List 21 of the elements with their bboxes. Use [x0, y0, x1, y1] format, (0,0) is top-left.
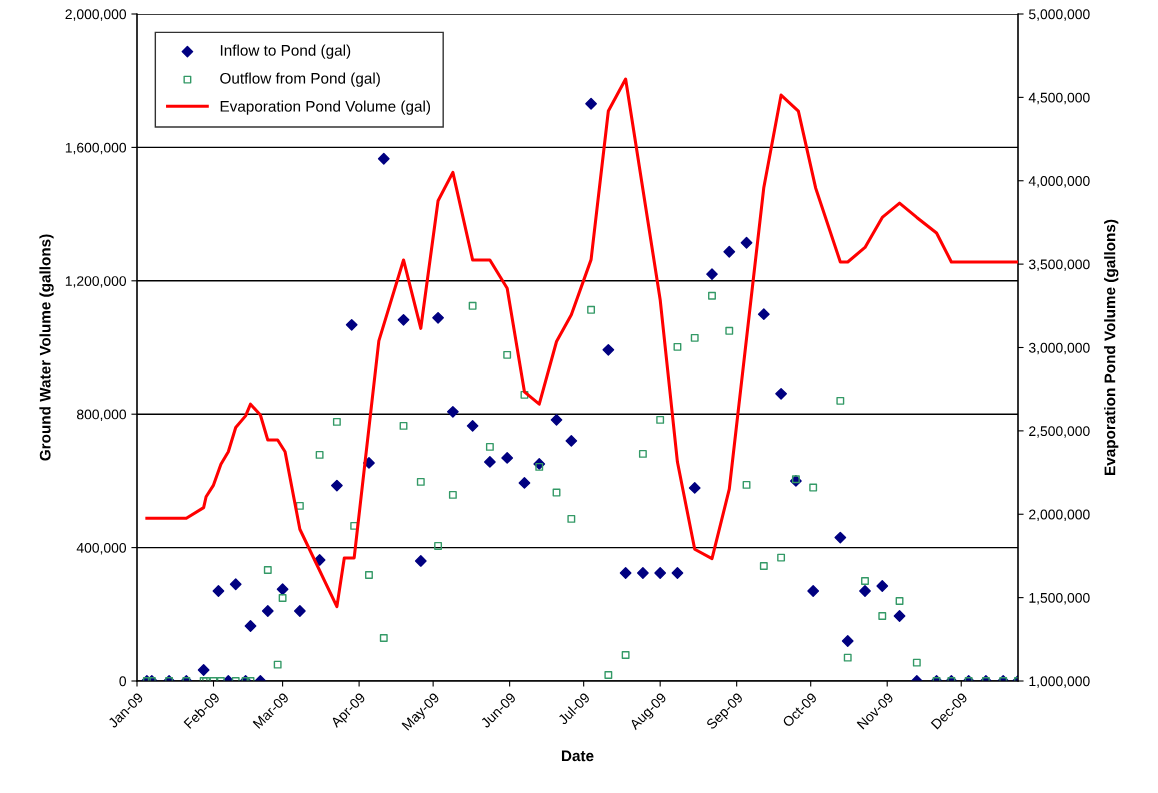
- y-axis-title: Ground Water Volume (gallons): [39, 234, 54, 461]
- y2-tick-label: 1,000,000: [1029, 676, 1090, 688]
- legend-label: Outflow from Pond (gal): [220, 72, 380, 87]
- y2-tick-label: 3,000,000: [1028, 342, 1090, 355]
- y-tick-label: 0: [119, 676, 127, 687]
- y2-axis-title: Evaporation Pond Volume (gallons): [1104, 219, 1119, 475]
- y2-tick-label: 2,000,000: [1029, 509, 1090, 522]
- y-tick-label: 800,000: [76, 409, 127, 422]
- y-tick-label: 1,200,000: [65, 276, 127, 288]
- legend-label: Inflow to Pond (gal): [220, 44, 351, 59]
- x-axis-title: Date: [561, 750, 594, 762]
- y2-tick-label: 5,000,000: [1028, 9, 1090, 21]
- y2-tick-label: 4,500,000: [1028, 92, 1090, 105]
- y2-tick-label: 2,500,000: [1029, 426, 1090, 438]
- legend-label: Evaporation Pond Volume (gal): [220, 100, 431, 115]
- y2-tick-label: 1,500,000: [1029, 592, 1090, 605]
- y-tick-label: 1,600,000: [65, 142, 127, 155]
- y2-tick-label: 4,000,000: [1028, 176, 1090, 188]
- y2-tick-label: 3,500,000: [1028, 259, 1090, 271]
- y-tick-label: 2,000,000: [65, 9, 127, 21]
- y-tick-label: 400,000: [76, 542, 127, 555]
